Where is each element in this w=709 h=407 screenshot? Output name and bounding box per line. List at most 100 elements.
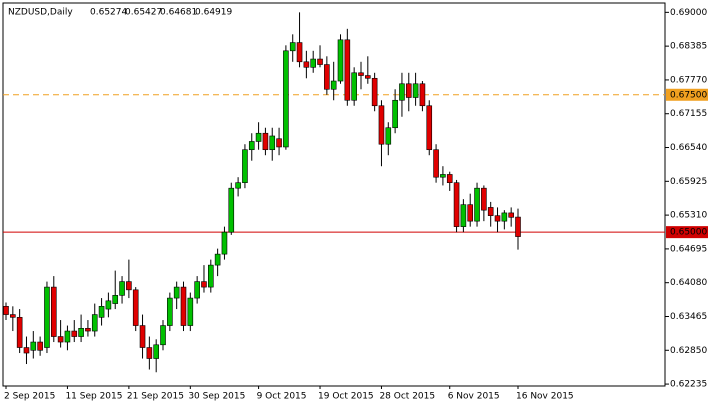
- candle-body: [160, 325, 166, 346]
- header-close: 0.64919: [195, 8, 232, 18]
- y-tick-label: 0.64080: [670, 278, 707, 288]
- candle-body: [64, 330, 71, 343]
- level-label-box: [666, 226, 708, 239]
- candle-body: [71, 330, 78, 337]
- y-tick-label: 0.67155: [670, 109, 707, 119]
- x-tick-label: 2 Sep 2015: [4, 392, 55, 402]
- symbol: NZDUSD,Daily: [8, 8, 73, 18]
- candle-body: [399, 83, 405, 101]
- candle-body: [153, 344, 159, 359]
- candle-body: [440, 174, 446, 178]
- candle-body: [139, 325, 146, 348]
- candle-body: [119, 281, 125, 296]
- candle-body: [378, 105, 385, 145]
- y-tick-label: 0.66540: [670, 143, 707, 153]
- candle-body: [310, 58, 317, 68]
- candle-body: [173, 286, 180, 299]
- candle-body: [10, 314, 16, 318]
- x-tick-label: 30 Sep 2015: [188, 392, 245, 402]
- header-high: 0.65427: [125, 8, 162, 18]
- candle-body: [242, 149, 248, 183]
- candle-body: [392, 99, 398, 129]
- candle-body: [255, 132, 262, 142]
- y-tick-label: 0.69000: [670, 8, 707, 18]
- candle-body: [37, 341, 43, 351]
- x-tick-label: 16 Nov 2015: [516, 392, 574, 402]
- x-tick-label: 28 Oct 2015: [379, 392, 435, 402]
- y-tick-label: 0.67770: [670, 75, 707, 85]
- candle-body: [296, 42, 303, 63]
- candle-body: [467, 204, 474, 222]
- candle-body: [324, 64, 330, 90]
- header-open: 0.65274: [90, 8, 127, 18]
- candle-body: [405, 83, 412, 98]
- candle-body: [167, 297, 173, 326]
- level-label: 0.65000: [670, 228, 707, 238]
- level-label-box: [666, 88, 708, 101]
- candle-body: [276, 138, 282, 148]
- candle-body: [487, 207, 494, 216]
- candle-body: [187, 297, 194, 326]
- x-tick-label: 21 Sep 2015: [127, 392, 184, 402]
- candle-body: [208, 264, 214, 288]
- candle-body: [50, 286, 57, 337]
- candle-body: [501, 212, 508, 222]
- y-tick-label: 0.64695: [670, 244, 707, 254]
- y-tick-label: 0.62235: [670, 380, 707, 390]
- candle-body: [317, 58, 323, 65]
- candle-body: [85, 328, 91, 332]
- candle-body: [508, 212, 514, 218]
- candle-body: [262, 132, 269, 151]
- candle-body: [23, 347, 30, 354]
- candle-body: [214, 253, 221, 266]
- y-tick-label: 0.62850: [670, 346, 707, 356]
- candle-body: [112, 295, 119, 304]
- candle-body: [201, 281, 207, 288]
- candle-body: [126, 281, 132, 291]
- candle-body: [419, 83, 426, 107]
- candle-body: [105, 300, 112, 310]
- candle-body: [289, 42, 296, 52]
- candle-body: [30, 341, 37, 351]
- level-label: 0.67500: [670, 90, 707, 100]
- candle-body: [78, 328, 84, 337]
- candle-body: [460, 204, 467, 227]
- candle-body: [248, 141, 255, 151]
- candle-body: [351, 72, 357, 101]
- candle-body: [57, 336, 64, 343]
- x-tick-label: 9 Oct 2015: [257, 392, 307, 402]
- candle-body: [358, 72, 364, 76]
- candle-body: [16, 317, 23, 348]
- y-tick-label: 0.65925: [670, 177, 707, 187]
- x-tick-label: 11 Sep 2015: [65, 392, 122, 402]
- y-tick-label: 0.63465: [670, 312, 707, 322]
- candle-body: [98, 306, 105, 318]
- y-tick-label: 0.65310: [670, 211, 707, 221]
- candle-body: [481, 187, 487, 211]
- candle-body: [283, 50, 289, 148]
- candle-body: [344, 39, 351, 101]
- candle-body: [44, 286, 50, 348]
- candle-body: [228, 187, 235, 233]
- candle-body: [330, 80, 337, 90]
- candle-body: [180, 286, 187, 326]
- candle-body: [433, 149, 439, 178]
- candle-body: [426, 105, 433, 151]
- candle-body: [194, 281, 200, 299]
- candle-body: [146, 347, 153, 359]
- candle-body: [235, 182, 241, 189]
- header-low: 0.64681: [160, 8, 197, 18]
- candle-body: [91, 314, 98, 332]
- candle-body: [453, 182, 460, 227]
- plot-frame: [2, 2, 666, 387]
- candle-body: [515, 216, 521, 237]
- candle-body: [221, 231, 228, 255]
- candle-body: [412, 83, 419, 98]
- candle-body: [337, 39, 344, 82]
- candle-body: [365, 75, 371, 79]
- candle-body: [269, 135, 276, 151]
- y-tick-label: 0.68385: [670, 42, 707, 52]
- x-tick-label: 6 Nov 2015: [448, 392, 500, 402]
